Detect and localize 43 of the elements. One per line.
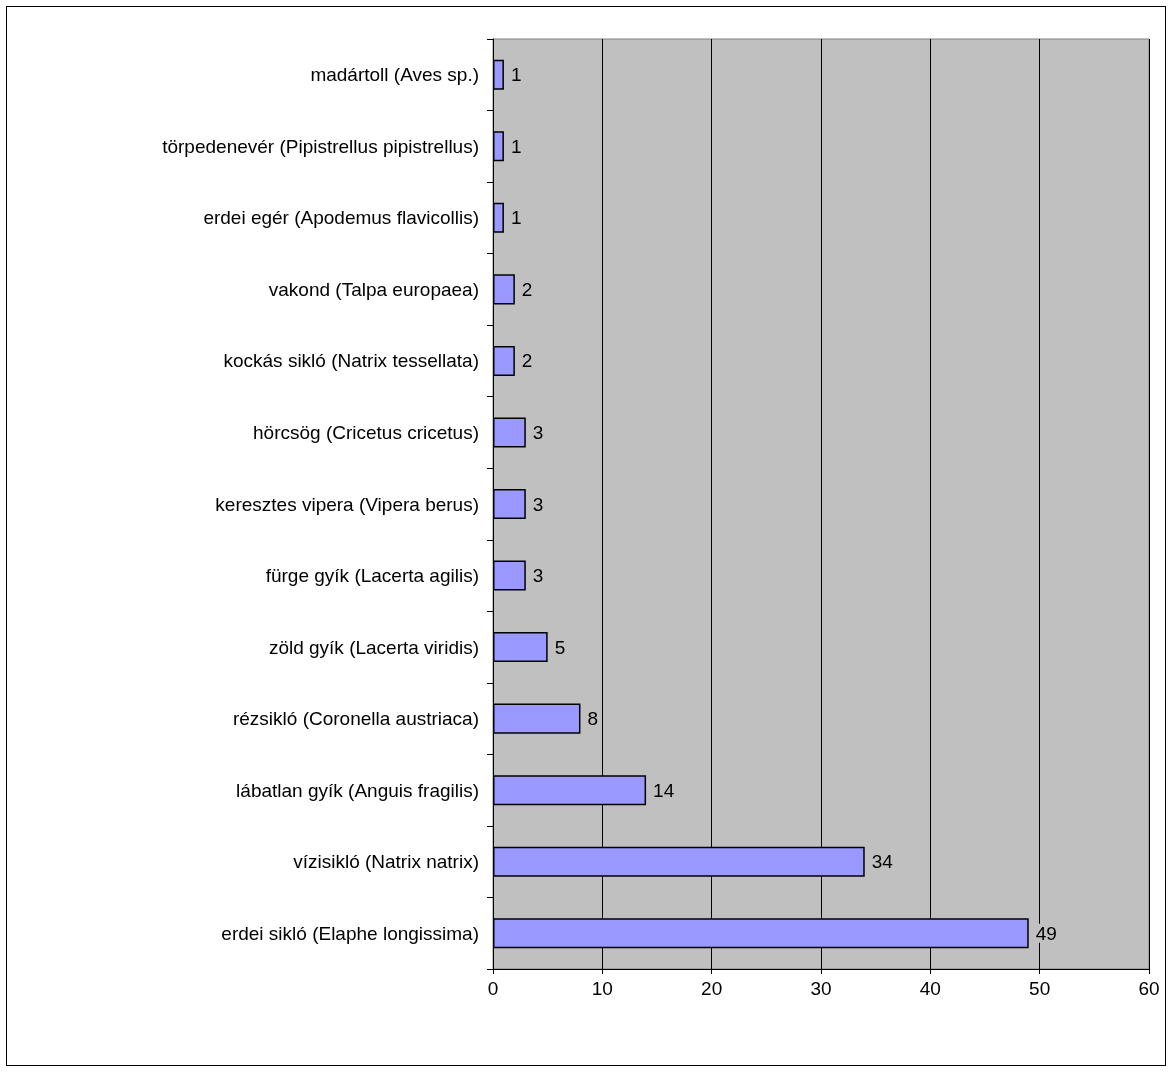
y-tick-label: kockás sikló (Natrix tessellata) (223, 350, 479, 372)
bar (493, 131, 504, 162)
data-label: 49 (1035, 922, 1057, 944)
y-tick-label: lábatlan gyík (Anguis fragilis) (236, 779, 479, 801)
y-tick-label: zöld gyík (Lacerta viridis) (268, 636, 479, 658)
y-tick-label: madártoll (Aves sp.) (310, 64, 479, 86)
data-label: 34 (871, 851, 894, 873)
data-label: 8 (587, 708, 599, 730)
y-tick-label: törpedenevér (Pipistrellus pipistrellus) (162, 135, 479, 157)
y-tick-label: erdei sikló (Elaphe longissima) (221, 922, 479, 944)
y-tick-label: vakond (Talpa europaea) (268, 278, 479, 300)
x-tick-label: 60 (1138, 978, 1160, 999)
bar (493, 274, 515, 305)
data-label: 2 (521, 350, 533, 372)
x-tick-label: 40 (919, 978, 941, 999)
bar (493, 202, 504, 233)
y-tick-label: keresztes vipera (Vipera berus) (215, 493, 479, 515)
data-label: 3 (532, 565, 544, 587)
data-label: 3 (532, 493, 544, 515)
bar (493, 632, 548, 663)
x-tick-label: 30 (810, 978, 832, 999)
bar (493, 703, 581, 734)
y-tick-label: erdei egér (Apodemus flavicollis) (203, 207, 479, 229)
data-label: 14 (653, 779, 675, 801)
x-tick-label: 50 (1029, 978, 1051, 999)
data-label: 3 (532, 421, 544, 443)
y-tick-label: rézsikló (Coronella austriaca) (232, 708, 479, 730)
y-tick-label: fürge gyík (Lacerta agilis) (265, 565, 479, 587)
data-label: 1 (510, 135, 522, 157)
bar (493, 345, 515, 376)
x-tick-label: 20 (701, 978, 723, 999)
x-tick-label: 10 (591, 978, 613, 999)
data-label: 2 (521, 278, 533, 300)
data-label: 1 (510, 207, 522, 229)
y-tick-label: vízisikló (Natrix natrix) (293, 851, 479, 873)
bar (493, 560, 526, 591)
y-tick-label: hörcsög (Cricetus cricetus) (253, 421, 479, 443)
data-label: 5 (554, 636, 566, 658)
bar (493, 488, 526, 520)
bar (493, 417, 526, 448)
bar (493, 59, 504, 90)
x-tick-label: 0 (487, 978, 499, 999)
data-label: 1 (510, 64, 522, 86)
